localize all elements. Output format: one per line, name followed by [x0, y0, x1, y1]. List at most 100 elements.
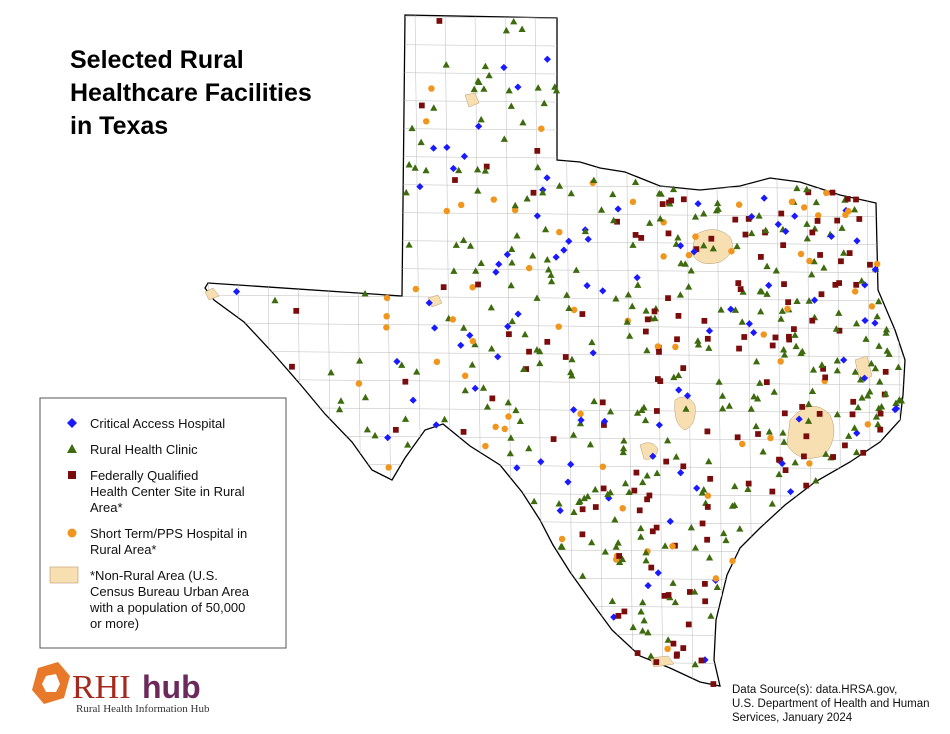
triangle-marker	[507, 281, 515, 289]
circle-marker	[490, 196, 498, 203]
square-marker	[675, 312, 682, 319]
triangle-marker	[792, 342, 800, 350]
triangle-marker	[694, 337, 702, 344]
square-marker	[483, 163, 490, 170]
square-marker	[665, 230, 672, 237]
circle-marker	[501, 425, 508, 433]
triangle-marker	[725, 402, 733, 409]
triangle-marker	[608, 597, 616, 604]
diamond-marker	[860, 374, 869, 382]
circle-marker	[767, 434, 774, 442]
triangle-marker	[575, 498, 583, 505]
triangle-marker	[694, 340, 703, 348]
triangle-marker	[477, 259, 485, 267]
diamond-marker	[514, 83, 522, 91]
circle-marker	[555, 323, 562, 330]
triangle-marker	[586, 440, 595, 448]
triangle-marker	[877, 402, 886, 410]
triangle-marker	[619, 444, 628, 452]
square-marker	[665, 295, 671, 302]
triangle-marker	[872, 413, 881, 420]
triangle-marker	[736, 525, 744, 532]
triangle-marker	[468, 361, 476, 368]
triangle-marker	[748, 229, 756, 237]
diamond-marker	[543, 55, 551, 63]
triangle-marker	[405, 161, 413, 168]
triangle-marker	[452, 241, 460, 248]
triangle-marker	[763, 290, 771, 297]
diamond-marker	[599, 287, 607, 295]
square-marker	[646, 492, 653, 499]
diamond-marker	[675, 386, 683, 394]
square-marker	[829, 189, 836, 196]
square-marker	[600, 485, 607, 492]
diamond-marker	[655, 421, 663, 429]
triangle-marker	[518, 25, 526, 33]
triangle-marker	[759, 447, 767, 455]
triangle-marker	[413, 368, 421, 375]
square-marker	[615, 612, 622, 619]
triangle-marker	[676, 291, 684, 298]
triangle-marker	[757, 307, 765, 315]
diamond-marker	[853, 429, 861, 437]
diamond-marker	[409, 396, 417, 404]
square-marker	[665, 592, 672, 598]
square-marker	[601, 422, 607, 428]
triangle-marker	[505, 86, 513, 94]
square-marker	[777, 457, 784, 464]
triangle-marker	[873, 312, 881, 320]
triangle-marker	[876, 377, 884, 385]
triangle-marker	[812, 198, 820, 206]
triangle-marker	[858, 394, 866, 401]
square-marker	[832, 281, 839, 288]
triangle-marker	[572, 266, 580, 273]
triangle-marker	[754, 395, 762, 402]
triangle-marker	[473, 165, 482, 173]
diamond-marker	[232, 288, 241, 296]
triangle-marker	[567, 189, 575, 197]
circle-marker	[383, 313, 390, 320]
square-marker	[562, 354, 569, 360]
square-marker	[616, 553, 623, 559]
triangle-marker	[820, 264, 828, 271]
square-marker	[654, 408, 660, 414]
square-marker	[745, 216, 752, 222]
triangle-marker	[700, 210, 708, 217]
square-marker	[440, 284, 447, 291]
texas-outline	[204, 14, 906, 687]
triangle-marker	[718, 404, 727, 412]
square-marker	[791, 326, 797, 332]
diamond-marker	[795, 415, 803, 423]
triangle-marker	[653, 469, 661, 477]
triangle-marker	[780, 438, 788, 445]
circle-marker	[654, 343, 662, 350]
square-marker	[842, 442, 848, 449]
triangle-marker	[833, 410, 841, 418]
triangle-marker	[567, 368, 575, 376]
triangle-marker	[705, 553, 714, 561]
square-marker	[621, 608, 628, 615]
square-marker	[803, 433, 810, 440]
triangle-marker	[705, 344, 713, 351]
triangle-marker	[713, 199, 722, 207]
circle-marker	[469, 337, 477, 345]
square-marker	[668, 197, 675, 204]
triangle-marker	[584, 492, 592, 500]
triangle-marker	[474, 187, 482, 194]
legend-label: or more)	[90, 616, 139, 631]
source-line: U.S. Department of Health and Human	[732, 698, 930, 710]
logo-suffix: hub	[142, 669, 201, 705]
triangle-marker	[513, 232, 521, 239]
triangle-marker	[422, 166, 430, 174]
circle-marker	[577, 410, 584, 418]
square-marker	[489, 395, 496, 402]
diamond-marker	[601, 417, 609, 425]
title: Selected Rural Healthcare Facilities in …	[70, 46, 312, 140]
triangle-marker	[565, 304, 573, 312]
circle-marker	[619, 505, 626, 512]
square-marker	[820, 365, 826, 372]
square-marker	[631, 487, 638, 494]
square-marker	[785, 299, 791, 306]
data-source: Data Source(s): data.HRSA.gov, U.S. Depa…	[732, 684, 930, 724]
triangle-marker	[854, 403, 862, 411]
